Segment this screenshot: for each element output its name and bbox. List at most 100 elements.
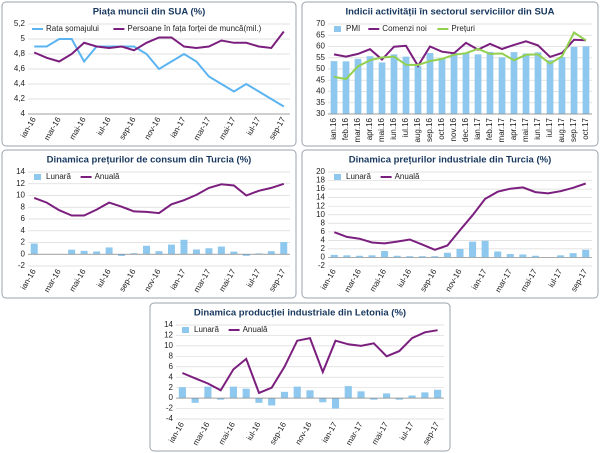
chart-title: Dinamica prețurilor industriale din Turc… — [349, 155, 552, 166]
y-tick-label: 12 — [164, 331, 173, 340]
y-tick-label: 4,8 — [14, 49, 26, 58]
bar — [395, 398, 403, 400]
legend-label: Anuală — [95, 172, 120, 181]
y-tick-label: 4 — [21, 226, 26, 235]
bar — [510, 52, 518, 114]
legend-label: Lunară — [194, 325, 219, 334]
bar — [130, 253, 138, 255]
x-tick-label: ian.16 — [329, 117, 338, 139]
bar — [180, 239, 188, 255]
y-tick-label: 14 — [164, 320, 173, 329]
bar — [230, 251, 238, 255]
bar — [582, 46, 590, 114]
bar — [242, 254, 250, 256]
x-tick-label: ian.17 — [473, 117, 482, 139]
bar — [105, 247, 113, 255]
y-tick-label: 4 — [321, 235, 326, 244]
bar — [191, 398, 199, 403]
bar — [381, 251, 389, 258]
bar — [534, 52, 542, 114]
x-tick-label: nov.16 — [449, 117, 458, 141]
legend-label: Anuală — [243, 325, 268, 334]
bar — [546, 60, 554, 114]
bar — [330, 254, 338, 258]
panel — [1, 149, 297, 299]
y-tick-label: 65 — [316, 30, 325, 39]
y-tick-label: 35 — [316, 98, 325, 107]
y-tick-label: 2 — [321, 244, 326, 253]
chart-title: Dinamica prețurilor de consum din Turcia… — [47, 155, 252, 166]
bar — [406, 256, 414, 258]
bar — [242, 388, 250, 399]
legend-label: Lunară — [346, 172, 371, 181]
bar — [474, 54, 482, 114]
line — [333, 182, 587, 251]
x-tick-label: mai.16 — [377, 117, 386, 142]
legend-label: Anuală — [395, 172, 420, 181]
y-tick-label: 14 — [316, 193, 325, 202]
legend-label: Persoane în fața forței de muncă(mil.) — [127, 24, 261, 33]
y-tick-label: 6 — [169, 362, 174, 371]
bar — [342, 61, 350, 114]
line — [33, 30, 285, 63]
x-tick-label: sep.16 — [425, 117, 434, 142]
y-tick-label: -2 — [318, 261, 326, 270]
x-tick-label: aug.17 — [557, 117, 566, 142]
y-tick-label: 4,2 — [14, 94, 26, 103]
y-tick-label: 8 — [21, 202, 26, 211]
y-tick-label: 4,6 — [14, 64, 26, 73]
bar — [143, 245, 151, 255]
bar — [217, 246, 225, 255]
y-tick-label: 4 — [169, 372, 174, 381]
y-tick-label: 8 — [169, 351, 174, 360]
legend-swatch — [334, 26, 341, 32]
bar — [431, 256, 439, 258]
bar — [93, 251, 101, 255]
bar — [531, 255, 539, 258]
bar — [330, 61, 338, 114]
bar — [192, 249, 200, 255]
y-tick-label: 60 — [316, 42, 325, 51]
y-tick-label: 10 — [16, 191, 25, 200]
y-tick-label: 20 — [316, 167, 325, 176]
y-tick-label: 14 — [16, 167, 25, 176]
y-tick-label: 10 — [316, 210, 325, 219]
legend-label: Rata șomajului — [46, 24, 99, 33]
y-tick-label: 55 — [316, 53, 325, 62]
x-tick-label: iul.17 — [545, 117, 554, 137]
y-tick-label: 18 — [316, 176, 325, 185]
bar — [229, 386, 238, 399]
bar — [267, 251, 275, 255]
x-tick-label: mai.17 — [521, 117, 530, 142]
line — [34, 38, 285, 108]
bar — [293, 386, 301, 399]
legend-label: Lunară — [46, 172, 71, 181]
bar — [494, 251, 502, 258]
y-tick-label: 6 — [321, 227, 326, 236]
bar — [378, 62, 386, 114]
bar — [80, 250, 88, 255]
x-tick-label: aug.16 — [413, 117, 422, 142]
x-tick-label: apr.17 — [509, 117, 518, 140]
x-tick-label: feb.17 — [485, 117, 494, 140]
bar — [393, 255, 401, 258]
bar — [178, 387, 186, 399]
bar — [519, 254, 527, 258]
bar — [357, 391, 365, 399]
y-tick-label: -2 — [166, 404, 174, 413]
bar — [118, 254, 126, 256]
panel — [1, 1, 297, 147]
bar — [370, 398, 378, 400]
y-tick-label: 30 — [316, 109, 325, 118]
bar — [570, 46, 578, 115]
y-tick-label: -2 — [18, 261, 26, 270]
bar — [421, 392, 429, 399]
bar — [155, 251, 163, 255]
bar — [205, 248, 213, 255]
bar — [450, 52, 458, 114]
bar — [355, 255, 363, 258]
y-tick-label: 2 — [21, 238, 26, 247]
y-tick-label: 0 — [169, 393, 174, 402]
y-tick-label: 0 — [321, 253, 326, 262]
